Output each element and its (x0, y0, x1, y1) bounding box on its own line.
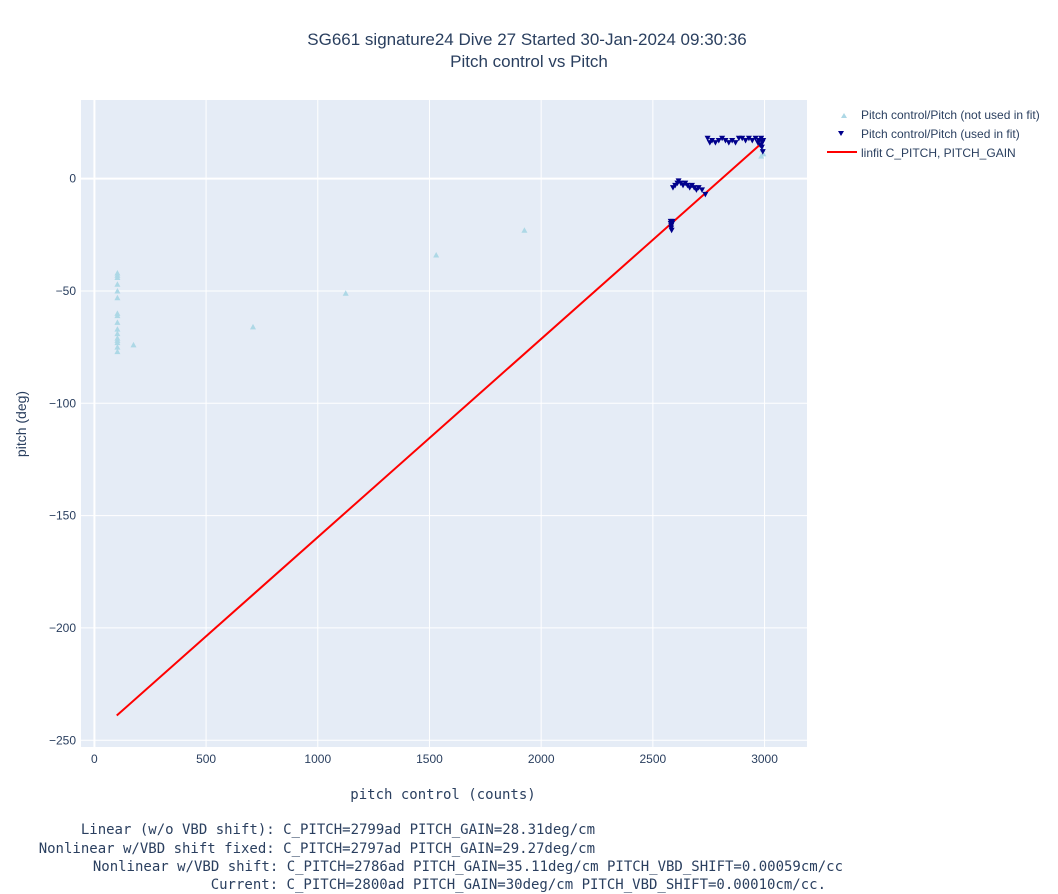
point-used (742, 137, 749, 144)
point-not-used (433, 252, 440, 258)
point-used (759, 149, 766, 155)
y-tick-label: −250 (49, 733, 76, 747)
x-tick-label: 500 (196, 752, 216, 766)
note-nonlinear-fixed: Nonlinear w/VBD shift fixed: C_PITCH=279… (38, 841, 595, 857)
point-used (722, 137, 729, 144)
note-linear: Linear (w/o VBD shift): C_PITCH=2799ad P… (80, 822, 595, 838)
point-used (669, 218, 676, 225)
y-tick-label: −150 (49, 509, 76, 523)
point-not-used (114, 348, 121, 355)
grid (81, 100, 807, 747)
point-used (760, 137, 767, 144)
x-tick-label: 3000 (751, 752, 778, 766)
point-used (745, 135, 752, 142)
note-nonlinear-shift: Nonlinear w/VBD shift: C_PITCH=2786ad PI… (92, 859, 843, 875)
point-used (669, 221, 676, 227)
point-used (729, 137, 736, 144)
point-not-used (114, 326, 121, 332)
point-used (739, 135, 746, 142)
point-not-used (114, 274, 121, 280)
note-current: Current: C_PITCH=2800ad PITCH_GAIN=30deg… (210, 877, 826, 893)
point-not-used (760, 150, 767, 157)
x-tick-label: 2000 (528, 752, 555, 766)
point-not-used (130, 341, 137, 348)
point-used (732, 140, 739, 146)
chart-title: SG661 signature24 Dive 27 Started 30-Jan… (307, 30, 746, 49)
x-tick-labels: 0 500 1000 1500 2000 2500 3000 (91, 752, 778, 766)
x-tick-label: 2500 (640, 752, 667, 766)
legend-marker-used (838, 131, 844, 136)
point-used (719, 135, 726, 142)
y-tick-label: −50 (56, 284, 77, 298)
point-used (715, 137, 722, 144)
legend-label-linfit: linfit C_PITCH, PITCH_GAIN (861, 146, 1016, 160)
y-tick-label: 0 (69, 172, 76, 186)
y-tick-labels: −250 −200 −150 −100 −50 0 (49, 172, 76, 748)
point-used (709, 137, 716, 144)
point-used (749, 137, 756, 144)
point-not-used (114, 330, 121, 337)
y-axis-title: pitch (deg) (13, 391, 29, 457)
legend-item-linfit[interactable]: linfit C_PITCH, PITCH_GAIN (827, 146, 1016, 160)
point-used (702, 191, 709, 198)
point-used (699, 187, 706, 193)
point-used (758, 144, 765, 151)
point-not-used (114, 319, 121, 325)
point-used (752, 135, 759, 142)
x-tick-label: 1000 (304, 752, 331, 766)
x-tick-label: 0 (91, 752, 98, 766)
legend-item-not-used[interactable]: Pitch control/Pitch (not used in fit) (841, 108, 1040, 122)
y-tick-label: −200 (49, 621, 76, 635)
point-not-used (114, 339, 121, 346)
legend-label-not-used: Pitch control/Pitch (not used in fit) (861, 108, 1040, 122)
marker-layer (114, 135, 767, 355)
point-not-used (114, 294, 121, 301)
y-tick-label: −100 (49, 396, 76, 410)
legend-label-used: Pitch control/Pitch (used in fit) (861, 127, 1020, 141)
x-tick-label: 1500 (416, 752, 443, 766)
point-not-used (114, 281, 121, 287)
chart-subtitle: Pitch control vs Pitch (450, 52, 608, 71)
point-not-used (114, 287, 121, 294)
legend-marker-not-used (841, 113, 847, 118)
point-used (695, 185, 702, 191)
fit-line (116, 141, 763, 717)
pitch-chart: SG661 signature24 Dive 27 Started 30-Jan… (13, 30, 1040, 803)
legend: Pitch control/Pitch (not used in fit) Pi… (827, 108, 1040, 160)
point-not-used (114, 344, 121, 350)
point-not-used (250, 323, 257, 330)
point-used (704, 135, 711, 142)
point-not-used (342, 290, 349, 296)
point-not-used (521, 227, 528, 233)
fit-line-layer (116, 141, 763, 717)
x-axis-title: pitch control (counts) (350, 787, 535, 803)
point-used (725, 140, 732, 146)
point-not-used (114, 312, 121, 319)
legend-item-used[interactable]: Pitch control/Pitch (used in fit) (838, 127, 1020, 141)
point-used (712, 140, 719, 146)
point-used (668, 227, 675, 234)
